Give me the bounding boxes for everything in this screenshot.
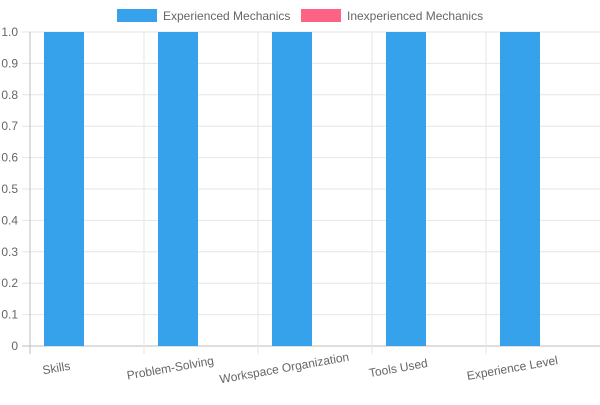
x-tick-label: Experience Level — [466, 353, 559, 383]
y-tick-label: 0.7 — [1, 119, 18, 133]
y-tick-label: 0.4 — [1, 213, 18, 227]
y-tick-label: 0.8 — [1, 88, 18, 102]
y-tick-label: 0.5 — [1, 182, 18, 196]
legend-swatch-experienced — [117, 9, 157, 22]
y-tick-label: 0.3 — [1, 245, 18, 259]
legend-label-experienced: Experienced Mechanics — [163, 9, 290, 23]
y-tick-label: 0.9 — [1, 56, 18, 70]
bar-experienced[interactable] — [500, 32, 540, 346]
bar-experienced[interactable] — [158, 32, 198, 346]
bars — [44, 32, 540, 346]
y-tick-label: 0 — [11, 339, 18, 353]
bar-experienced[interactable] — [386, 32, 426, 346]
legend-item-experienced[interactable]: Experienced Mechanics — [117, 9, 290, 23]
y-tick-label: 0.2 — [1, 276, 18, 290]
legend[interactable]: Experienced Mechanics Inexperienced Mech… — [117, 9, 483, 23]
legend-item-inexperienced[interactable]: Inexperienced Mechanics — [301, 9, 483, 23]
legend-swatch-inexperienced — [301, 9, 341, 22]
y-axis-ticks: 0 0.1 0.2 0.3 0.4 0.5 0.6 0.7 0.8 0.9 1.0 — [1, 25, 18, 353]
legend-label-inexperienced: Inexperienced Mechanics — [347, 9, 483, 23]
bar-experienced[interactable] — [272, 32, 312, 346]
y-tick-label: 0.6 — [1, 151, 18, 165]
bar-experienced[interactable] — [44, 32, 84, 346]
x-tick-label: Skills — [41, 359, 71, 378]
y-tick-label: 0.1 — [1, 308, 18, 322]
x-tick-label: Problem-Solving — [126, 354, 215, 383]
y-tick-label: 1.0 — [1, 25, 18, 39]
x-tick-label: Workspace Organization — [218, 350, 350, 387]
x-tick-label: Tools Used — [368, 356, 429, 380]
x-axis-ticks: Skills Problem-Solving Workspace Organizat… — [41, 350, 559, 387]
